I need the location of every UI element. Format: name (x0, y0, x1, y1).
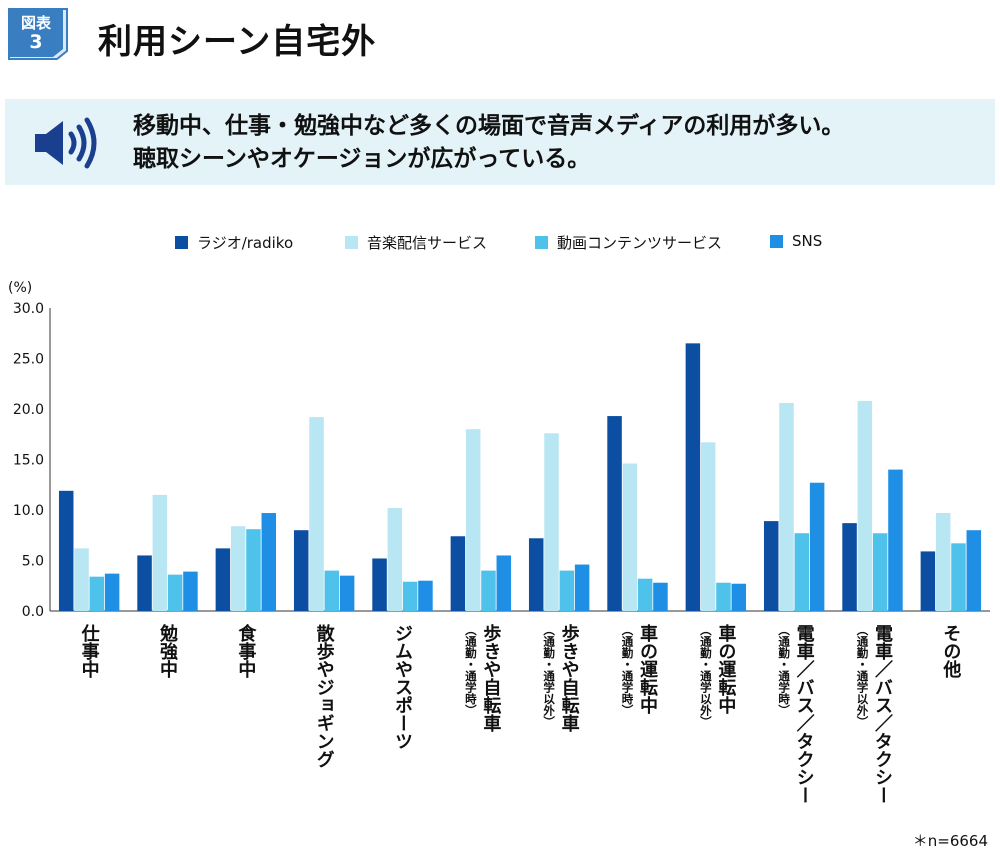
bar (700, 442, 716, 611)
bar (167, 574, 183, 611)
bar (481, 570, 496, 611)
speaker-icon (35, 117, 97, 169)
x-category-label: 仕事中 (79, 623, 101, 679)
bar (731, 583, 747, 611)
y-tick-label: 15.0 (13, 453, 44, 469)
x-category-sublabel: （通勤・通学時） (777, 624, 791, 716)
legend-label: 動画コンテンツサービス (557, 234, 723, 252)
y-tick-label: 5.0 (22, 554, 44, 570)
summary-line-1: 移動中、仕事・勉強中など多くの場面で音声メディアの利用が多い。 (133, 113, 845, 139)
page-title: 利用シーン自宅外 (98, 22, 377, 62)
x-category-label: その他 (940, 624, 962, 678)
figure-badge-label: 図表 (21, 14, 52, 32)
x-category-label: 散歩やジョギング (314, 623, 335, 768)
bar (763, 521, 779, 611)
bar (685, 343, 701, 611)
y-tick-label: 30.0 (13, 301, 44, 317)
y-tick-label: 20.0 (13, 402, 44, 418)
legend-swatch (345, 236, 358, 249)
bar (152, 494, 168, 611)
x-category-label: 電車／バス／タクシー (794, 624, 815, 804)
bar (966, 530, 982, 611)
bar (809, 482, 825, 611)
bar (387, 507, 403, 611)
legend-label: 音楽配信サービス (367, 234, 488, 252)
x-category-label: 電車／バス／タクシー (872, 624, 893, 804)
bar (544, 433, 559, 611)
x-category-sublabel: （通勤・通学以外） (542, 624, 556, 728)
bar (888, 469, 903, 611)
bar (559, 570, 575, 611)
bar (104, 573, 120, 611)
bar (951, 543, 966, 611)
bar (137, 555, 152, 611)
legend-swatch (770, 234, 783, 248)
bar (465, 429, 481, 611)
bar (215, 548, 231, 611)
x-category-label: 勉強中 (157, 623, 179, 679)
bar (528, 538, 544, 611)
bar (716, 582, 731, 611)
figure-badge-number: 3 (29, 31, 42, 53)
bar (246, 529, 261, 611)
bar (653, 582, 668, 611)
x-category-label: 歩きや自転車 (480, 624, 501, 733)
x-category-sublabel: （通勤・通学以外） (856, 624, 870, 728)
x-category-label: 食事中 (235, 623, 257, 679)
bar (794, 533, 810, 611)
bar (574, 564, 590, 611)
summary-banner (5, 99, 995, 185)
x-category-sublabel: （通勤・通学時） (621, 624, 635, 716)
bar (842, 523, 857, 611)
figure-badge: 図表 3 (8, 8, 68, 60)
chart-legend: ラジオ/radiko 音楽配信サービス 動画コンテンツサービス SNS (0, 232, 1000, 256)
x-category-sublabel: （通勤・通学以外） (699, 624, 713, 728)
legend-swatch (535, 236, 548, 249)
bar (183, 571, 198, 611)
bar (58, 490, 74, 611)
x-category-label: 車の運転中 (637, 623, 658, 715)
bar (920, 551, 936, 611)
bar (857, 400, 873, 611)
bar (872, 533, 888, 611)
bar (607, 416, 622, 611)
legend-item-sns: SNS (770, 232, 822, 250)
bar (261, 513, 277, 611)
bar (935, 513, 951, 611)
summary-line-2: 聴取シーンやオケージョンが広がっている。 (133, 146, 591, 172)
bar (89, 576, 105, 611)
legend-label: SNS (792, 232, 823, 250)
y-tick-label: 10.0 (13, 503, 44, 519)
x-category-label: 車の運転中 (715, 623, 736, 715)
bar (293, 530, 309, 611)
x-category-sublabel: （通勤・通学時） (464, 624, 478, 716)
bar (622, 463, 638, 611)
bar (372, 558, 387, 611)
bar (637, 578, 653, 611)
sample-size-note: ＊n=6664 (912, 832, 988, 850)
bar (450, 536, 466, 611)
legend-item-music: 音楽配信サービス (345, 232, 487, 253)
summary-text: 移動中、仕事・勉強中など多くの場面で音声メディアの利用が多い。 聴取シーンやオケ… (133, 110, 844, 176)
bar (324, 570, 340, 611)
y-tick-label: 0.0 (22, 604, 44, 620)
bar (339, 575, 355, 611)
legend-swatch (175, 236, 188, 249)
bar (779, 402, 794, 611)
bar (402, 581, 418, 611)
bar (496, 555, 512, 611)
legend-item-video: 動画コンテンツサービス (535, 232, 722, 253)
legend-item-radio: ラジオ/radiko (175, 232, 293, 253)
y-tick-label: 25.0 (13, 352, 44, 368)
y-axis-unit: (%) (8, 280, 32, 296)
legend-label: ラジオ/radiko (197, 234, 294, 252)
bar (74, 548, 89, 611)
bar (309, 417, 324, 611)
bar (230, 526, 246, 611)
x-category-label: ジムやスポーツ (392, 624, 413, 750)
bar (418, 580, 433, 611)
x-category-label: 歩きや自転車 (559, 624, 580, 733)
